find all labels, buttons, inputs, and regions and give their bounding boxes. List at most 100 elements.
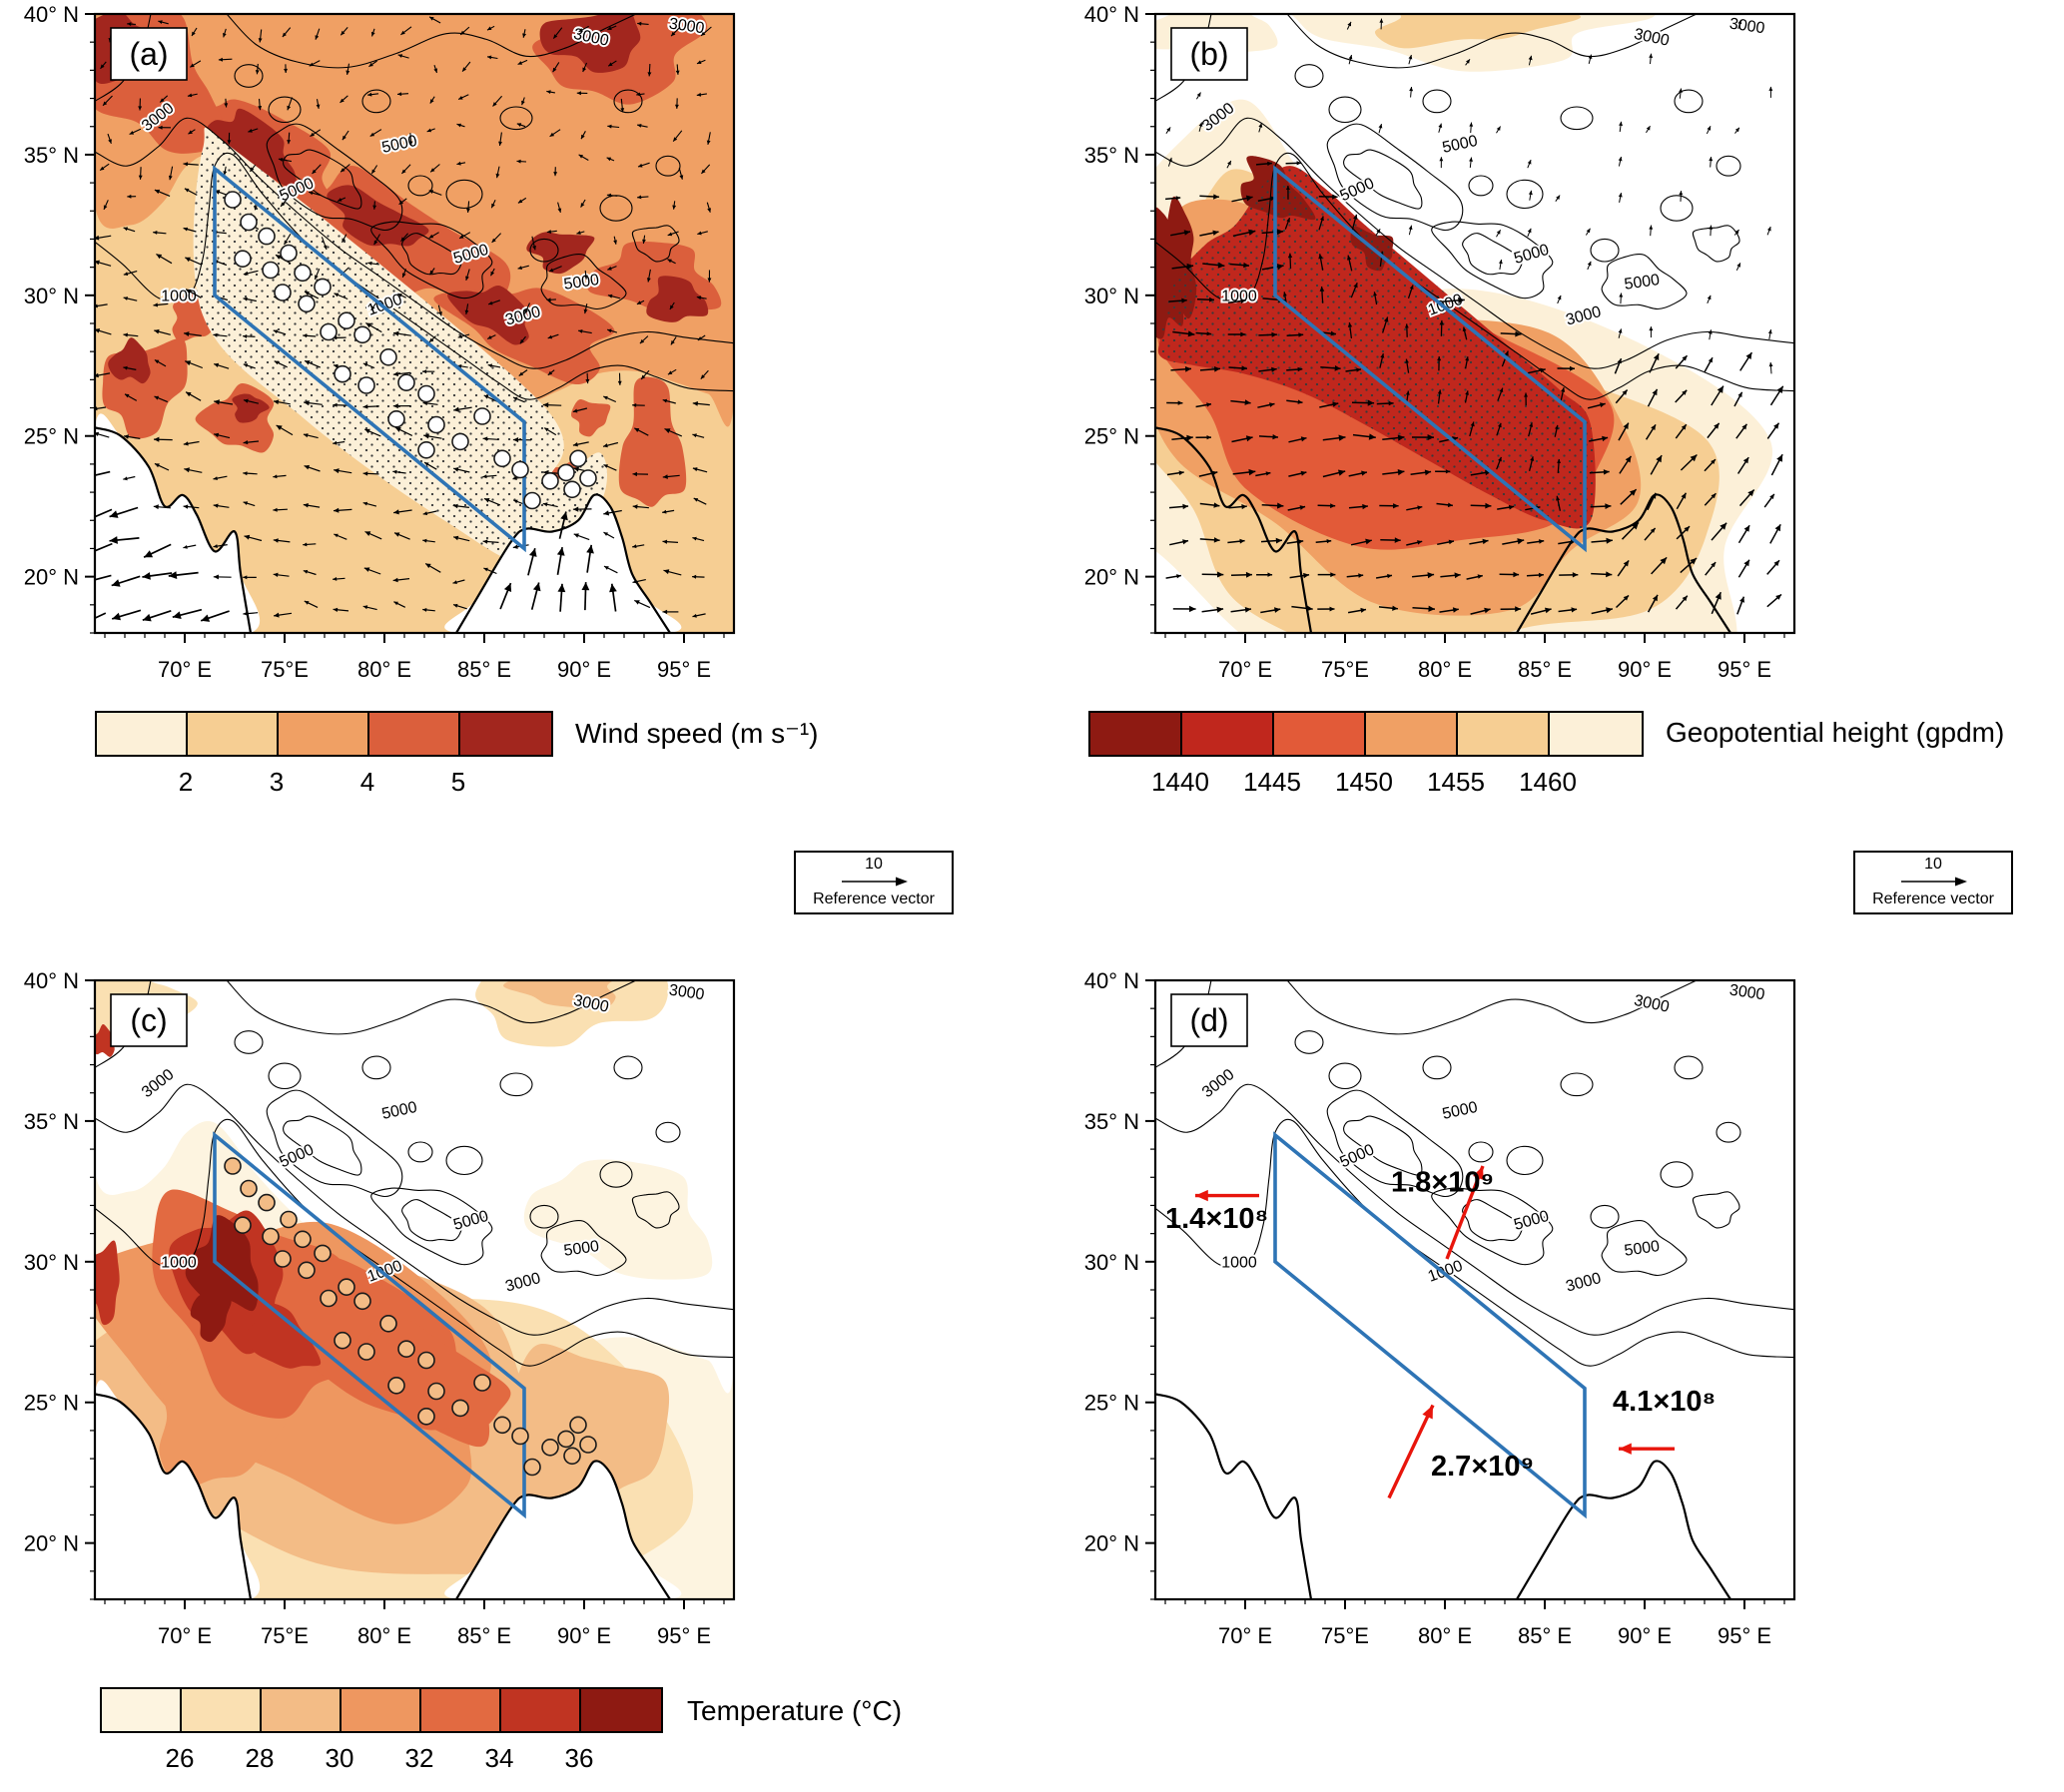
flux-arrows: 1.4×10⁸ 1.8×10⁹ 2.7×10⁹ 4.1×10⁸ <box>1165 1165 1716 1499</box>
colorbar-title-temperature: Temperature (°C) <box>687 1695 903 1726</box>
x-axis-tick-label: 80° E <box>1418 1623 1472 1648</box>
x-axis-tick-label: 80° E <box>357 1623 411 1648</box>
x-axis-tick-label: 75°E <box>1321 657 1369 682</box>
colorbar-tick-label: 1445 <box>1243 767 1301 797</box>
x-axis-tick-label: 70° E <box>158 657 212 682</box>
x-axis-tick-label: 95° E <box>1718 1623 1771 1648</box>
contour-label: 1000 <box>1221 1254 1257 1271</box>
x-axis-tick-label: 95° E <box>1718 657 1771 682</box>
colorbar-cell <box>1182 713 1274 755</box>
reference-vector-label: Reference vector <box>813 891 935 908</box>
y-axis-tick-label: 25° N <box>24 1391 79 1416</box>
y-axis-tick-label: 30° N <box>24 1250 79 1275</box>
colorbar-tick-label: 26 <box>165 1743 195 1773</box>
x-axis-tick-label: 85° E <box>1518 657 1572 682</box>
coastline <box>455 493 671 633</box>
reference-vector-arrow-icon <box>1901 877 1967 887</box>
station-markers <box>224 1157 597 1477</box>
flux-label: 1.4×10⁸ <box>1165 1203 1268 1235</box>
y-axis-tick-label: 25° N <box>24 424 79 449</box>
y-axis-tick-label: 20° N <box>24 1531 79 1556</box>
colorbar-temperature <box>100 1687 663 1733</box>
panel-label: (c) <box>130 1002 167 1038</box>
colorbar-tick-label: 1455 <box>1427 767 1485 797</box>
study-region-box <box>213 1131 526 1519</box>
coastline <box>1516 493 1731 633</box>
reference-vector-value: 10 <box>1924 856 1942 873</box>
y-axis-tick-label: 35° N <box>24 143 79 168</box>
colorbar-cell <box>188 713 279 755</box>
x-axis-tick-label: 75°E <box>261 1623 309 1648</box>
colorbar-cell <box>182 1689 262 1731</box>
colorbar-cell <box>102 1689 182 1731</box>
colorbar-cell <box>342 1689 421 1731</box>
y-axis-tick-label: 35° N <box>24 1109 79 1134</box>
colorbar-tick-label: 30 <box>325 1743 354 1773</box>
x-axis-tick-label: 95° E <box>657 1623 711 1648</box>
x-axis-tick-label: 70° E <box>1218 657 1272 682</box>
x-axis-tick-label: 85° E <box>457 657 511 682</box>
wind-vector-field <box>95 16 712 622</box>
x-axis-tick-label: 75°E <box>1321 1623 1369 1648</box>
coastline <box>1516 1460 1731 1599</box>
y-axis-tick-label: 40° N <box>24 968 79 993</box>
colorbar-tick-label: 28 <box>245 1743 275 1773</box>
contour-label: 1000 <box>1221 288 1257 304</box>
coastline <box>95 426 253 633</box>
y-axis-tick-label: 30° N <box>24 284 79 308</box>
colorbar-tick-label: 3 <box>269 767 285 797</box>
colorbar-cell <box>1090 713 1182 755</box>
y-axis-tick-label: 20° N <box>24 565 79 590</box>
flux-label: 2.7×10⁹ <box>1431 1451 1534 1483</box>
y-axis-tick-label: 35° N <box>1084 143 1139 168</box>
x-axis-tick-label: 85° E <box>1518 1623 1572 1648</box>
y-axis-tick-label: 40° N <box>1084 2 1139 27</box>
colorbar-cell <box>1458 713 1550 755</box>
colorbar-tick-label: 1440 <box>1151 767 1209 797</box>
colorbar-cell <box>1366 713 1458 755</box>
y-axis-tick-label: 25° N <box>1084 1391 1139 1416</box>
reference-vector-box-a: 10 Reference vector <box>794 851 954 914</box>
colorbar-cell <box>581 1689 661 1731</box>
colorbar-tick-label: 36 <box>564 1743 594 1773</box>
coastline <box>95 1393 253 1599</box>
colorbar-tick-label: 1460 <box>1519 767 1577 797</box>
x-axis-tick-label: 85° E <box>457 1623 511 1648</box>
coastline <box>455 1460 671 1599</box>
x-axis-tick-label: 80° E <box>357 657 411 682</box>
reference-vector-label: Reference vector <box>1872 891 1994 908</box>
coastline <box>1155 426 1313 633</box>
colorbar-tick-label: 34 <box>484 1743 514 1773</box>
x-axis-tick-label: 90° E <box>557 657 611 682</box>
reference-vector-box-b: 10 Reference vector <box>1853 851 2013 914</box>
reference-vector-arrow-icon <box>842 877 908 887</box>
colorbar-cell <box>262 1689 342 1731</box>
colorbar-tick-label: 4 <box>359 767 375 797</box>
x-axis-tick-label: 75°E <box>261 657 309 682</box>
y-axis-tick-label: 30° N <box>1084 284 1139 308</box>
colorbar-cell <box>421 1689 501 1731</box>
colorbar-cell <box>1274 713 1366 755</box>
x-axis-tick-label: 90° E <box>1618 1623 1672 1648</box>
colorbar-title-geopotential-height: Geopotential height (gpdm) <box>1666 717 2005 748</box>
y-axis-tick-label: 40° N <box>24 2 79 27</box>
colorbar-tick-label: 1450 <box>1335 767 1393 797</box>
flux-label: 1.8×10⁹ <box>1391 1166 1494 1198</box>
study-region-box <box>1273 1131 1587 1519</box>
x-axis-tick-label: 80° E <box>1418 657 1472 682</box>
y-axis-tick-label: 20° N <box>1084 1531 1139 1556</box>
contour-label: 1000 <box>161 1254 197 1271</box>
x-axis-tick-label: 90° E <box>557 1623 611 1648</box>
study-region-box <box>1273 165 1587 553</box>
coastline <box>1155 1393 1313 1599</box>
flux-label: 4.1×10⁸ <box>1613 1386 1716 1418</box>
colorbar-tick-label: 32 <box>404 1743 434 1773</box>
